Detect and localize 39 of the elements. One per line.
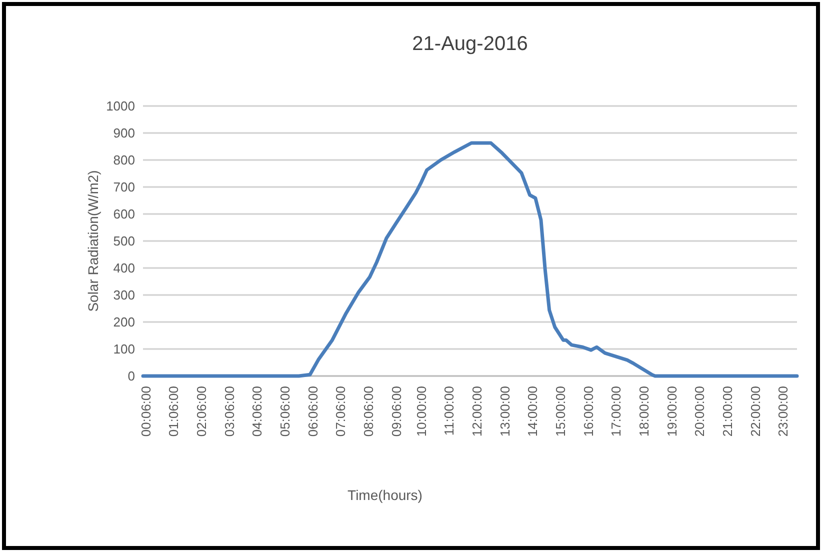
x-tick-label: 03:06:00 <box>222 386 237 437</box>
y-tick-label: 400 <box>113 260 135 276</box>
x-tick-label: 06:06:00 <box>305 386 320 437</box>
x-tick-label: 07:06:00 <box>333 386 348 437</box>
x-tick-label: 14:00:00 <box>525 386 540 437</box>
x-tick-label: 05:06:00 <box>277 386 292 437</box>
y-tick-label: 200 <box>113 314 135 330</box>
x-tick-label: 09:06:00 <box>388 386 404 437</box>
y-tick-label: 500 <box>113 234 135 249</box>
y-tick-label: 900 <box>113 126 135 141</box>
y-tick-label: 600 <box>113 206 135 222</box>
x-tick-label: 12:00:00 <box>470 386 485 437</box>
x-tick-label: 01:06:00 <box>166 386 182 437</box>
x-tick-label: 18:00:00 <box>636 386 652 437</box>
x-tick-label: 04:06:00 <box>250 386 265 437</box>
y-tick-label: 1000 <box>106 98 135 114</box>
x-tick-label: 00:06:00 <box>138 386 154 437</box>
x-tick-label: 16:00:00 <box>580 386 596 437</box>
x-tick-label: 10:00:00 <box>414 386 429 437</box>
x-tick-label: 15:00:00 <box>552 386 568 437</box>
y-tick-label: 800 <box>113 152 135 168</box>
x-tick-label: 20:00:00 <box>692 386 708 437</box>
x-tick-label: 17:00:00 <box>608 386 624 437</box>
x-tick-label: 08:06:00 <box>360 386 376 437</box>
x-tick-label: 22:00:00 <box>748 386 763 437</box>
x-tick-label: 13:00:00 <box>497 386 512 437</box>
y-tick-label: 700 <box>113 180 135 195</box>
x-tick-label: 11:00:00 <box>442 386 457 436</box>
x-axis-title: Time(hours) <box>348 487 422 503</box>
x-tick-label: 21:00:00 <box>720 386 735 437</box>
chart-title: 21-Aug-2016 <box>412 33 528 55</box>
y-axis-title: Solar Radiation(W/m2) <box>85 170 101 312</box>
line-series <box>141 141 799 378</box>
x-tick-label: 19:00:00 <box>664 386 680 437</box>
y-tick-label: 300 <box>113 288 135 303</box>
y-tick-label: 100 <box>113 342 135 357</box>
y-tick-label: 0 <box>128 368 135 384</box>
x-tick-label: 02:06:00 <box>194 386 209 437</box>
x-tick-label: 23:00:00 <box>776 386 791 437</box>
